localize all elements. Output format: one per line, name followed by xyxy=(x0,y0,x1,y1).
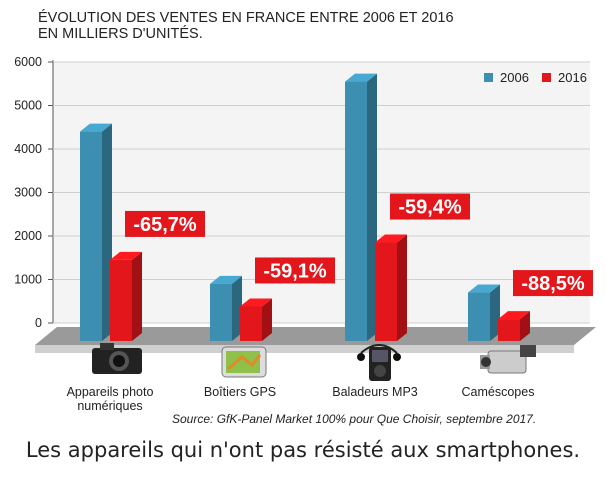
y-tick-label: 1000 xyxy=(14,273,42,287)
change-badge xyxy=(125,210,205,237)
category-label: Caméscopes xyxy=(462,385,535,399)
mp3-player-icon xyxy=(357,344,401,381)
y-tick-label: 5000 xyxy=(14,99,42,113)
y-tick-label: 6000 xyxy=(14,55,42,69)
legend-label-2006: 2006 xyxy=(500,70,529,85)
floor-front xyxy=(35,345,574,353)
change-badge xyxy=(255,257,335,284)
bar-2016 xyxy=(498,319,520,341)
legend-label-2016: 2016 xyxy=(558,70,587,85)
bar-2006-side xyxy=(490,284,500,341)
bar-2006 xyxy=(468,292,490,341)
bar-2016-side xyxy=(262,298,272,341)
bar-2016-side xyxy=(132,251,142,341)
category-label: numériques xyxy=(77,399,142,413)
change-label: -88,5% xyxy=(521,273,585,295)
bar-2006 xyxy=(80,131,102,341)
floor-top xyxy=(35,327,596,345)
legend-swatch-2006 xyxy=(484,73,493,82)
bar-2006-side xyxy=(102,123,112,341)
bar-2016-top xyxy=(240,298,272,307)
change-label: -59,4% xyxy=(398,197,462,219)
figure-caption: Les appareils qui n'ont pas résisté aux … xyxy=(25,438,581,462)
bar-2006-side xyxy=(367,73,377,341)
bar-2016 xyxy=(240,306,262,341)
y-tick-label: 4000 xyxy=(14,142,42,156)
category-label: Appareils photo xyxy=(67,385,154,399)
bar-2016-side xyxy=(520,311,530,341)
chart-title: ÉVOLUTION DES VENTES EN FRANCE ENTRE 200… xyxy=(38,9,454,26)
bar-2006 xyxy=(210,283,232,341)
bar-2016 xyxy=(375,242,397,341)
bar-2006-top xyxy=(468,284,500,293)
bar-2016-top xyxy=(375,234,407,243)
gps-icon xyxy=(221,346,267,378)
y-tick-label: 3000 xyxy=(14,186,42,200)
change-label: -65,7% xyxy=(133,214,197,236)
change-badge xyxy=(390,193,470,220)
bar-2006 xyxy=(345,81,367,341)
y-tick-label: 0 xyxy=(35,316,42,330)
bar-2006-top xyxy=(80,123,112,132)
camcorder-icon xyxy=(480,345,536,374)
bar-2016 xyxy=(110,259,132,341)
category-label: Boîtiers GPS xyxy=(204,385,276,399)
y-tick-label: 2000 xyxy=(14,229,42,243)
chart-source: Source: GfK-Panel Market 100% pour Que C… xyxy=(172,412,537,426)
bar-2016-top xyxy=(110,251,142,260)
chart-subtitle: EN MILLIERS D'UNITÉS. xyxy=(38,25,203,42)
bar-2006-top xyxy=(210,275,242,284)
bar-2006-side xyxy=(232,275,242,341)
bar-2016-side xyxy=(397,234,407,341)
camera-icon xyxy=(92,343,142,374)
change-badge xyxy=(513,270,593,297)
category-label: Baladeurs MP3 xyxy=(332,385,418,399)
bar-2016-top xyxy=(498,311,530,320)
change-label: -59,1% xyxy=(263,260,327,282)
legend-swatch-2016 xyxy=(542,73,551,82)
bar-2006-top xyxy=(345,73,377,82)
